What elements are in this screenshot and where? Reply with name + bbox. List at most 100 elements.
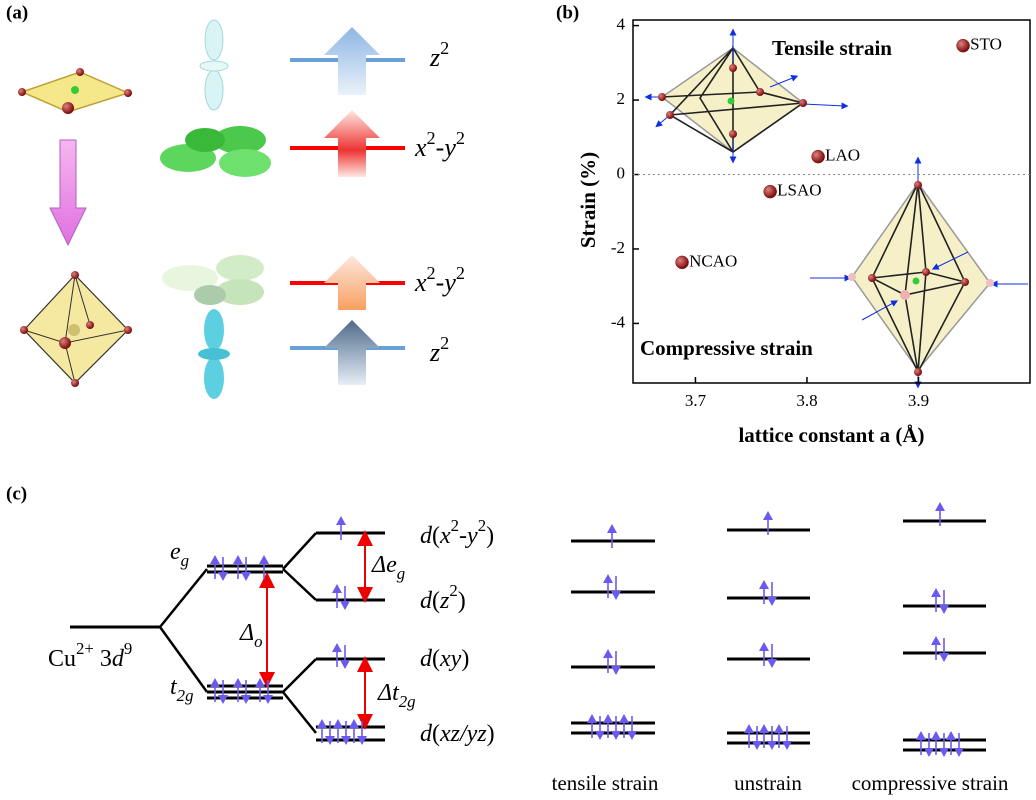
spin-head: [946, 731, 956, 740]
text-part: 2: [456, 263, 465, 283]
text-part: 2: [478, 516, 486, 535]
text-part: (: [432, 523, 440, 549]
text-part: Cu: [48, 646, 76, 672]
spin-head: [935, 502, 945, 511]
text-part: -: [459, 523, 467, 549]
text-part: 2: [427, 128, 436, 148]
delta-label: Δeg: [371, 552, 405, 584]
y-tick-label: 0: [617, 163, 626, 182]
spin-head: [627, 731, 637, 740]
column-label: tensile strain: [552, 771, 659, 795]
text-part: 2: [440, 333, 449, 353]
eg-label: eg: [170, 539, 189, 571]
y-tick-label: -4: [611, 312, 626, 331]
text-part: (: [432, 646, 440, 672]
spin-head: [774, 724, 784, 733]
spin-head: [333, 719, 343, 728]
orbital-label: d(x2-y2): [420, 516, 494, 548]
text-part: z: [429, 43, 440, 72]
text-part: Δ: [239, 620, 254, 646]
text-part: -: [436, 268, 445, 297]
panel-c-art: [70, 521, 986, 750]
text-part: g: [181, 551, 189, 570]
point: [812, 150, 825, 163]
spin-head: [954, 748, 964, 757]
spin-head: [349, 719, 359, 728]
spin-head: [210, 555, 220, 564]
text-part: e: [170, 539, 181, 565]
spin-head: [255, 678, 265, 687]
spin-head: [603, 574, 613, 583]
annotation: Tensile strain: [772, 36, 892, 60]
spin-head: [611, 591, 621, 600]
text-part: 2: [449, 581, 457, 600]
spin-head: [233, 678, 243, 687]
panel-label: (a): [6, 2, 28, 23]
spin-head: [931, 588, 941, 597]
column-label: unstrain: [734, 771, 802, 795]
spin-head: [916, 731, 926, 740]
text-part: x: [439, 523, 451, 549]
text-part: 2: [456, 128, 465, 148]
text-part: 2g: [399, 692, 416, 711]
text-part: x: [414, 133, 427, 162]
orbital-label: d(xy): [420, 646, 469, 672]
panel-label: (b): [556, 2, 579, 23]
text-part: 3: [94, 646, 112, 672]
text-part: ): [461, 646, 469, 672]
text-part: g: [397, 564, 405, 583]
orbital-label: x2-y2: [414, 128, 465, 162]
ion-label: Cu2+ 3d9: [48, 639, 132, 671]
panel-a-art: [18, 20, 405, 399]
spin-head: [340, 660, 350, 669]
spin-head: [233, 555, 243, 564]
x-tick-label: 3.8: [796, 391, 817, 410]
spin-head: [587, 714, 597, 723]
text-part: 9: [124, 639, 132, 658]
text-part: 2g: [177, 686, 194, 705]
point-label: NCAO: [689, 251, 737, 270]
spin-head: [603, 714, 613, 723]
plot-frame: [633, 20, 1030, 383]
point: [676, 256, 689, 269]
delta-label: Δo: [239, 620, 262, 652]
text-part: ): [487, 721, 495, 747]
x-tick-label: 3.7: [685, 391, 707, 410]
y-tick-label: -2: [611, 238, 625, 257]
text-part: 2+: [76, 639, 94, 658]
spin-head: [595, 731, 605, 740]
spin-head: [782, 741, 792, 750]
text-part: ): [486, 523, 494, 549]
x-axis-label: lattice constant a (Å): [738, 423, 924, 447]
spin-head: [317, 719, 327, 728]
text-part: (: [432, 588, 440, 614]
point: [957, 39, 970, 52]
spin-head: [340, 601, 350, 610]
spin-head: [218, 572, 228, 581]
spin-head: [607, 524, 617, 533]
orbital-label: z2: [429, 333, 449, 367]
spin-head: [332, 584, 342, 593]
point-label: LAO: [825, 146, 860, 165]
spin-head: [931, 731, 941, 740]
spin-head: [939, 748, 949, 757]
spin-head: [759, 580, 769, 589]
text-part: ): [458, 588, 466, 614]
orbital-label: z2: [429, 38, 449, 72]
spin-head: [611, 666, 621, 675]
text-part: o: [254, 632, 262, 651]
spin-head: [767, 659, 777, 668]
point-label: STO: [970, 35, 1002, 54]
text-part: y: [465, 523, 478, 549]
text-part: y: [441, 268, 456, 297]
text-part: Δe: [371, 552, 397, 578]
text-part: (: [432, 721, 440, 747]
spin-head: [241, 572, 251, 581]
spin-head: [611, 731, 621, 740]
text-part: -: [436, 133, 445, 162]
figure: (a)z2x2-y2x2-y2z2(b)-4-20243.73.83.9latt…: [0, 0, 1036, 800]
y-tick-label: 4: [617, 14, 626, 33]
spin-head: [619, 714, 629, 723]
text-part: Δt: [377, 680, 400, 706]
spin-head: [744, 724, 754, 733]
